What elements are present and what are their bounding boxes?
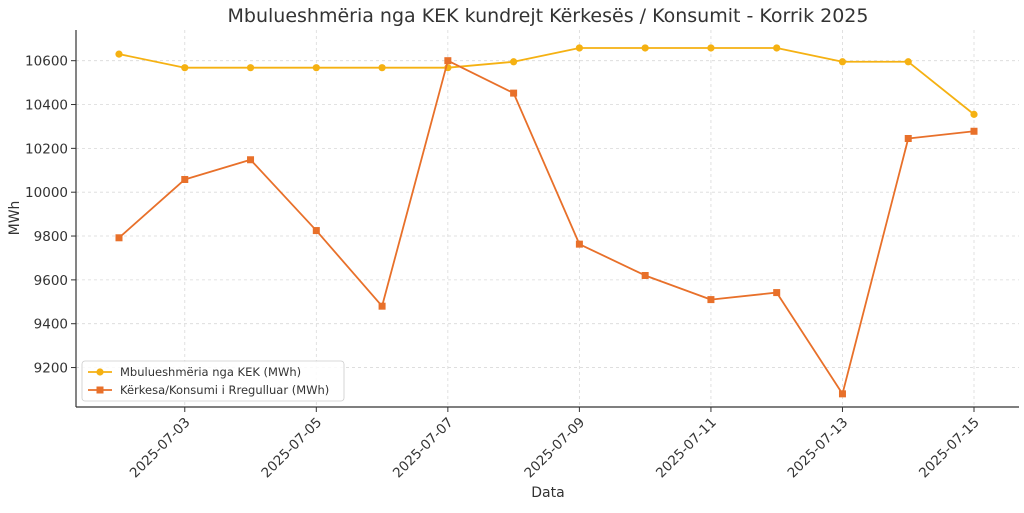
series-1 bbox=[115, 44, 978, 118]
data-point bbox=[181, 64, 189, 72]
x-tick-label: 2025-07-13 bbox=[784, 415, 851, 482]
data-point bbox=[312, 64, 320, 72]
legend-item: Kërkesa/Konsumi i Rregulluar (MWh) bbox=[88, 383, 329, 397]
y-axis-label: MWh bbox=[7, 201, 23, 236]
data-point bbox=[904, 58, 912, 66]
tick-labels: 9200 9400 9600 9800 10000 10200 10400 10600 2025… bbox=[25, 54, 983, 482]
y-tick-label: 9600 bbox=[34, 273, 68, 289]
x-tick-label: 2025-07-11 bbox=[653, 415, 720, 482]
series-line bbox=[118, 47, 975, 116]
data-point bbox=[444, 57, 452, 65]
y-tick-label: 9200 bbox=[34, 361, 68, 377]
legend-box bbox=[81, 360, 345, 402]
legend-label: Mbulueshmëria nga KEK (MWh) bbox=[120, 365, 301, 379]
data-point bbox=[115, 234, 123, 242]
data-point bbox=[181, 175, 189, 183]
data-point bbox=[247, 156, 255, 164]
data-point bbox=[575, 240, 583, 248]
axes bbox=[71, 30, 1019, 412]
data-point bbox=[970, 110, 978, 118]
y-tick-label: 10600 bbox=[25, 54, 68, 70]
y-tick-label: 10200 bbox=[25, 141, 68, 157]
data-point bbox=[641, 44, 649, 52]
legend-label: Kërkesa/Konsumi i Rregulluar (MWh) bbox=[120, 383, 329, 397]
data-point bbox=[312, 227, 320, 235]
series-layer bbox=[115, 44, 978, 398]
data-point bbox=[115, 50, 123, 58]
chart-title: Mbulueshmëria nga KEK kundrejt Kërkesës … bbox=[228, 5, 869, 27]
series-2 bbox=[115, 57, 978, 398]
x-tick-label: 2025-07-15 bbox=[916, 415, 983, 482]
x-tick-label: 2025-07-07 bbox=[390, 415, 457, 482]
legend: Mbulueshmëria nga KEK (MWh) Kërkesa/Konsu… bbox=[81, 360, 345, 402]
data-point bbox=[378, 64, 386, 72]
legend-item: Mbulueshmëria nga KEK (MWh) bbox=[88, 365, 301, 379]
data-point bbox=[641, 271, 649, 279]
y-tick-label: 9800 bbox=[34, 229, 68, 245]
data-point bbox=[510, 89, 518, 97]
x-axis-label: Data bbox=[531, 485, 564, 501]
data-point bbox=[904, 134, 912, 142]
data-point bbox=[838, 390, 846, 398]
legend-swatch-marker bbox=[96, 386, 104, 394]
y-tick-label: 10400 bbox=[25, 98, 68, 114]
legend-swatch-marker bbox=[96, 368, 104, 376]
data-point bbox=[575, 44, 583, 52]
data-point bbox=[510, 58, 518, 66]
data-point bbox=[707, 44, 715, 52]
data-point bbox=[246, 64, 255, 72]
y-tick-label: 10000 bbox=[25, 185, 68, 201]
x-tick-label: 2025-07-05 bbox=[258, 415, 325, 482]
data-point bbox=[378, 302, 386, 310]
x-tick-label: 2025-07-09 bbox=[521, 415, 588, 482]
data-point bbox=[773, 44, 781, 52]
y-tick-label: 9400 bbox=[34, 317, 68, 333]
grid-lines bbox=[76, 30, 1019, 407]
data-point bbox=[707, 296, 715, 304]
data-point bbox=[970, 127, 978, 135]
data-point bbox=[838, 58, 847, 66]
series-line bbox=[118, 59, 975, 395]
x-tick-label: 2025-07-03 bbox=[127, 415, 194, 482]
data-point bbox=[773, 289, 781, 297]
